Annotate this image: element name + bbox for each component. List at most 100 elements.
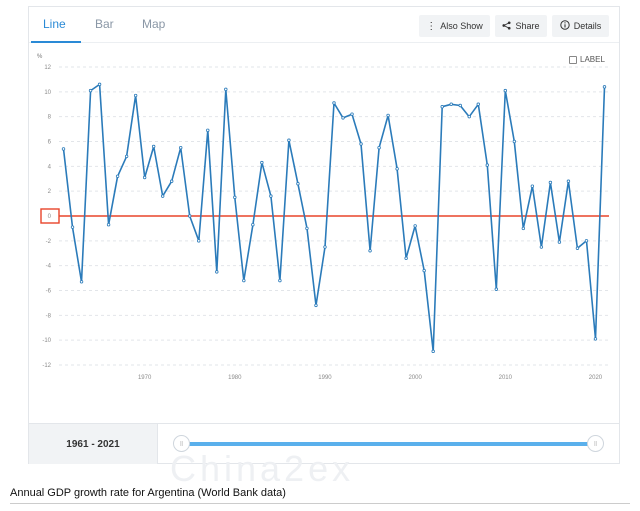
active-tab-indicator — [31, 41, 81, 43]
data-point — [422, 268, 426, 273]
data-point — [566, 179, 571, 183]
data-point — [296, 182, 300, 186]
watermark: China2ex — [170, 448, 355, 489]
data-point — [215, 270, 219, 274]
year-range-slider[interactable] — [181, 442, 597, 446]
y-tick-label: -8 — [46, 313, 52, 319]
share-label: Share — [515, 21, 540, 31]
data-point — [160, 194, 165, 198]
also-show-button[interactable]: ⋮ Also Show — [419, 15, 490, 37]
label-toggle[interactable]: LABEL — [569, 55, 605, 64]
y-tick-label: 0 — [48, 214, 52, 220]
data-point — [70, 225, 75, 229]
data-point — [512, 139, 517, 144]
data-point — [521, 226, 526, 231]
data-point — [476, 102, 480, 106]
year-range-label: 1961 - 2021 — [29, 424, 158, 464]
data-point — [106, 222, 111, 227]
data-point — [278, 278, 282, 283]
data-point — [368, 249, 372, 253]
data-point — [242, 278, 246, 283]
data-point — [251, 222, 255, 227]
data-point — [142, 175, 147, 180]
x-tick-label: 1970 — [138, 375, 152, 381]
zero-highlight-box — [40, 208, 60, 224]
range-selector: 1961 - 2021 || || — [29, 423, 619, 464]
range-start-handle[interactable]: || — [173, 435, 190, 452]
data-point — [197, 239, 201, 243]
data-point — [404, 256, 408, 260]
data-point — [350, 112, 354, 116]
data-point — [557, 240, 562, 244]
y-tick-label: -12 — [42, 363, 51, 369]
data-point — [179, 146, 183, 150]
share-button[interactable]: Share — [495, 15, 547, 37]
y-tick-label: 6 — [48, 140, 52, 146]
data-point — [170, 179, 174, 183]
chart-caption: Annual GDP growth rate for Argentina (Wo… — [10, 487, 286, 499]
tab-line[interactable]: Line — [43, 17, 66, 31]
data-point — [449, 102, 453, 106]
data-point — [287, 138, 291, 142]
share-icon — [502, 20, 512, 32]
data-point — [467, 114, 471, 119]
data-point — [359, 142, 363, 146]
data-point — [503, 88, 508, 93]
y-axis-unit: % — [37, 54, 43, 60]
data-point — [188, 214, 192, 218]
y-tick-label: -2 — [46, 239, 52, 245]
x-tick-label: 1980 — [228, 375, 242, 381]
details-label: Details — [573, 21, 602, 31]
data-point — [377, 146, 381, 150]
data-point — [323, 245, 327, 249]
y-tick-label: 8 — [48, 115, 52, 121]
x-tick-label: 1990 — [318, 375, 332, 381]
label-toggle-text: LABEL — [580, 55, 605, 64]
y-tick-label: -4 — [46, 264, 52, 270]
data-point — [97, 82, 102, 87]
y-tick-label: -10 — [42, 338, 51, 344]
data-point — [548, 180, 553, 185]
x-tick-label: 2010 — [499, 375, 513, 381]
y-tick-label: 2 — [48, 189, 52, 195]
data-point — [305, 226, 309, 231]
data-point — [124, 154, 129, 159]
details-button[interactable]: Details — [552, 15, 609, 37]
data-point — [593, 337, 598, 341]
range-end-handle[interactable]: || — [587, 435, 604, 452]
data-point — [341, 116, 345, 120]
view-tabs: Line Bar Map ⋮ Also Show Share Details — [29, 7, 619, 43]
data-point — [233, 195, 237, 200]
label-checkbox[interactable] — [569, 55, 577, 64]
data-point — [79, 280, 84, 284]
tab-bar[interactable]: Bar — [95, 17, 114, 31]
data-point — [206, 128, 210, 133]
data-point — [224, 87, 228, 92]
data-point — [115, 174, 120, 178]
more-vertical-icon: ⋮ — [426, 20, 437, 32]
y-tick-label: -6 — [46, 289, 52, 295]
data-point — [530, 184, 535, 188]
line-chart: %12 10 8 6 4 2 0 -2 -4 -6 -8 -10 -12 1970 1980 1990 2000… — [37, 54, 609, 381]
data-point — [575, 246, 580, 250]
info-icon — [560, 20, 570, 32]
tab-map[interactable]: Map — [142, 17, 166, 31]
y-tick-label: 4 — [48, 164, 52, 170]
data-point — [413, 224, 417, 228]
x-tick-label: 2020 — [589, 375, 603, 381]
data-point — [485, 163, 489, 167]
y-tick-label: 10 — [44, 90, 51, 96]
data-point — [494, 287, 498, 291]
caption-divider — [10, 503, 630, 504]
chart-widget: Line Bar Map ⋮ Also Show Share Details L… — [28, 6, 620, 464]
also-show-label: Also Show — [440, 21, 483, 31]
data-point — [151, 144, 156, 149]
data-point — [539, 245, 544, 249]
data-point — [386, 113, 390, 118]
data-point — [395, 167, 399, 171]
data-point — [314, 303, 318, 308]
data-point — [332, 101, 336, 105]
y-tick-label: 12 — [44, 65, 51, 71]
series-line — [62, 83, 606, 353]
data-point — [269, 194, 273, 198]
